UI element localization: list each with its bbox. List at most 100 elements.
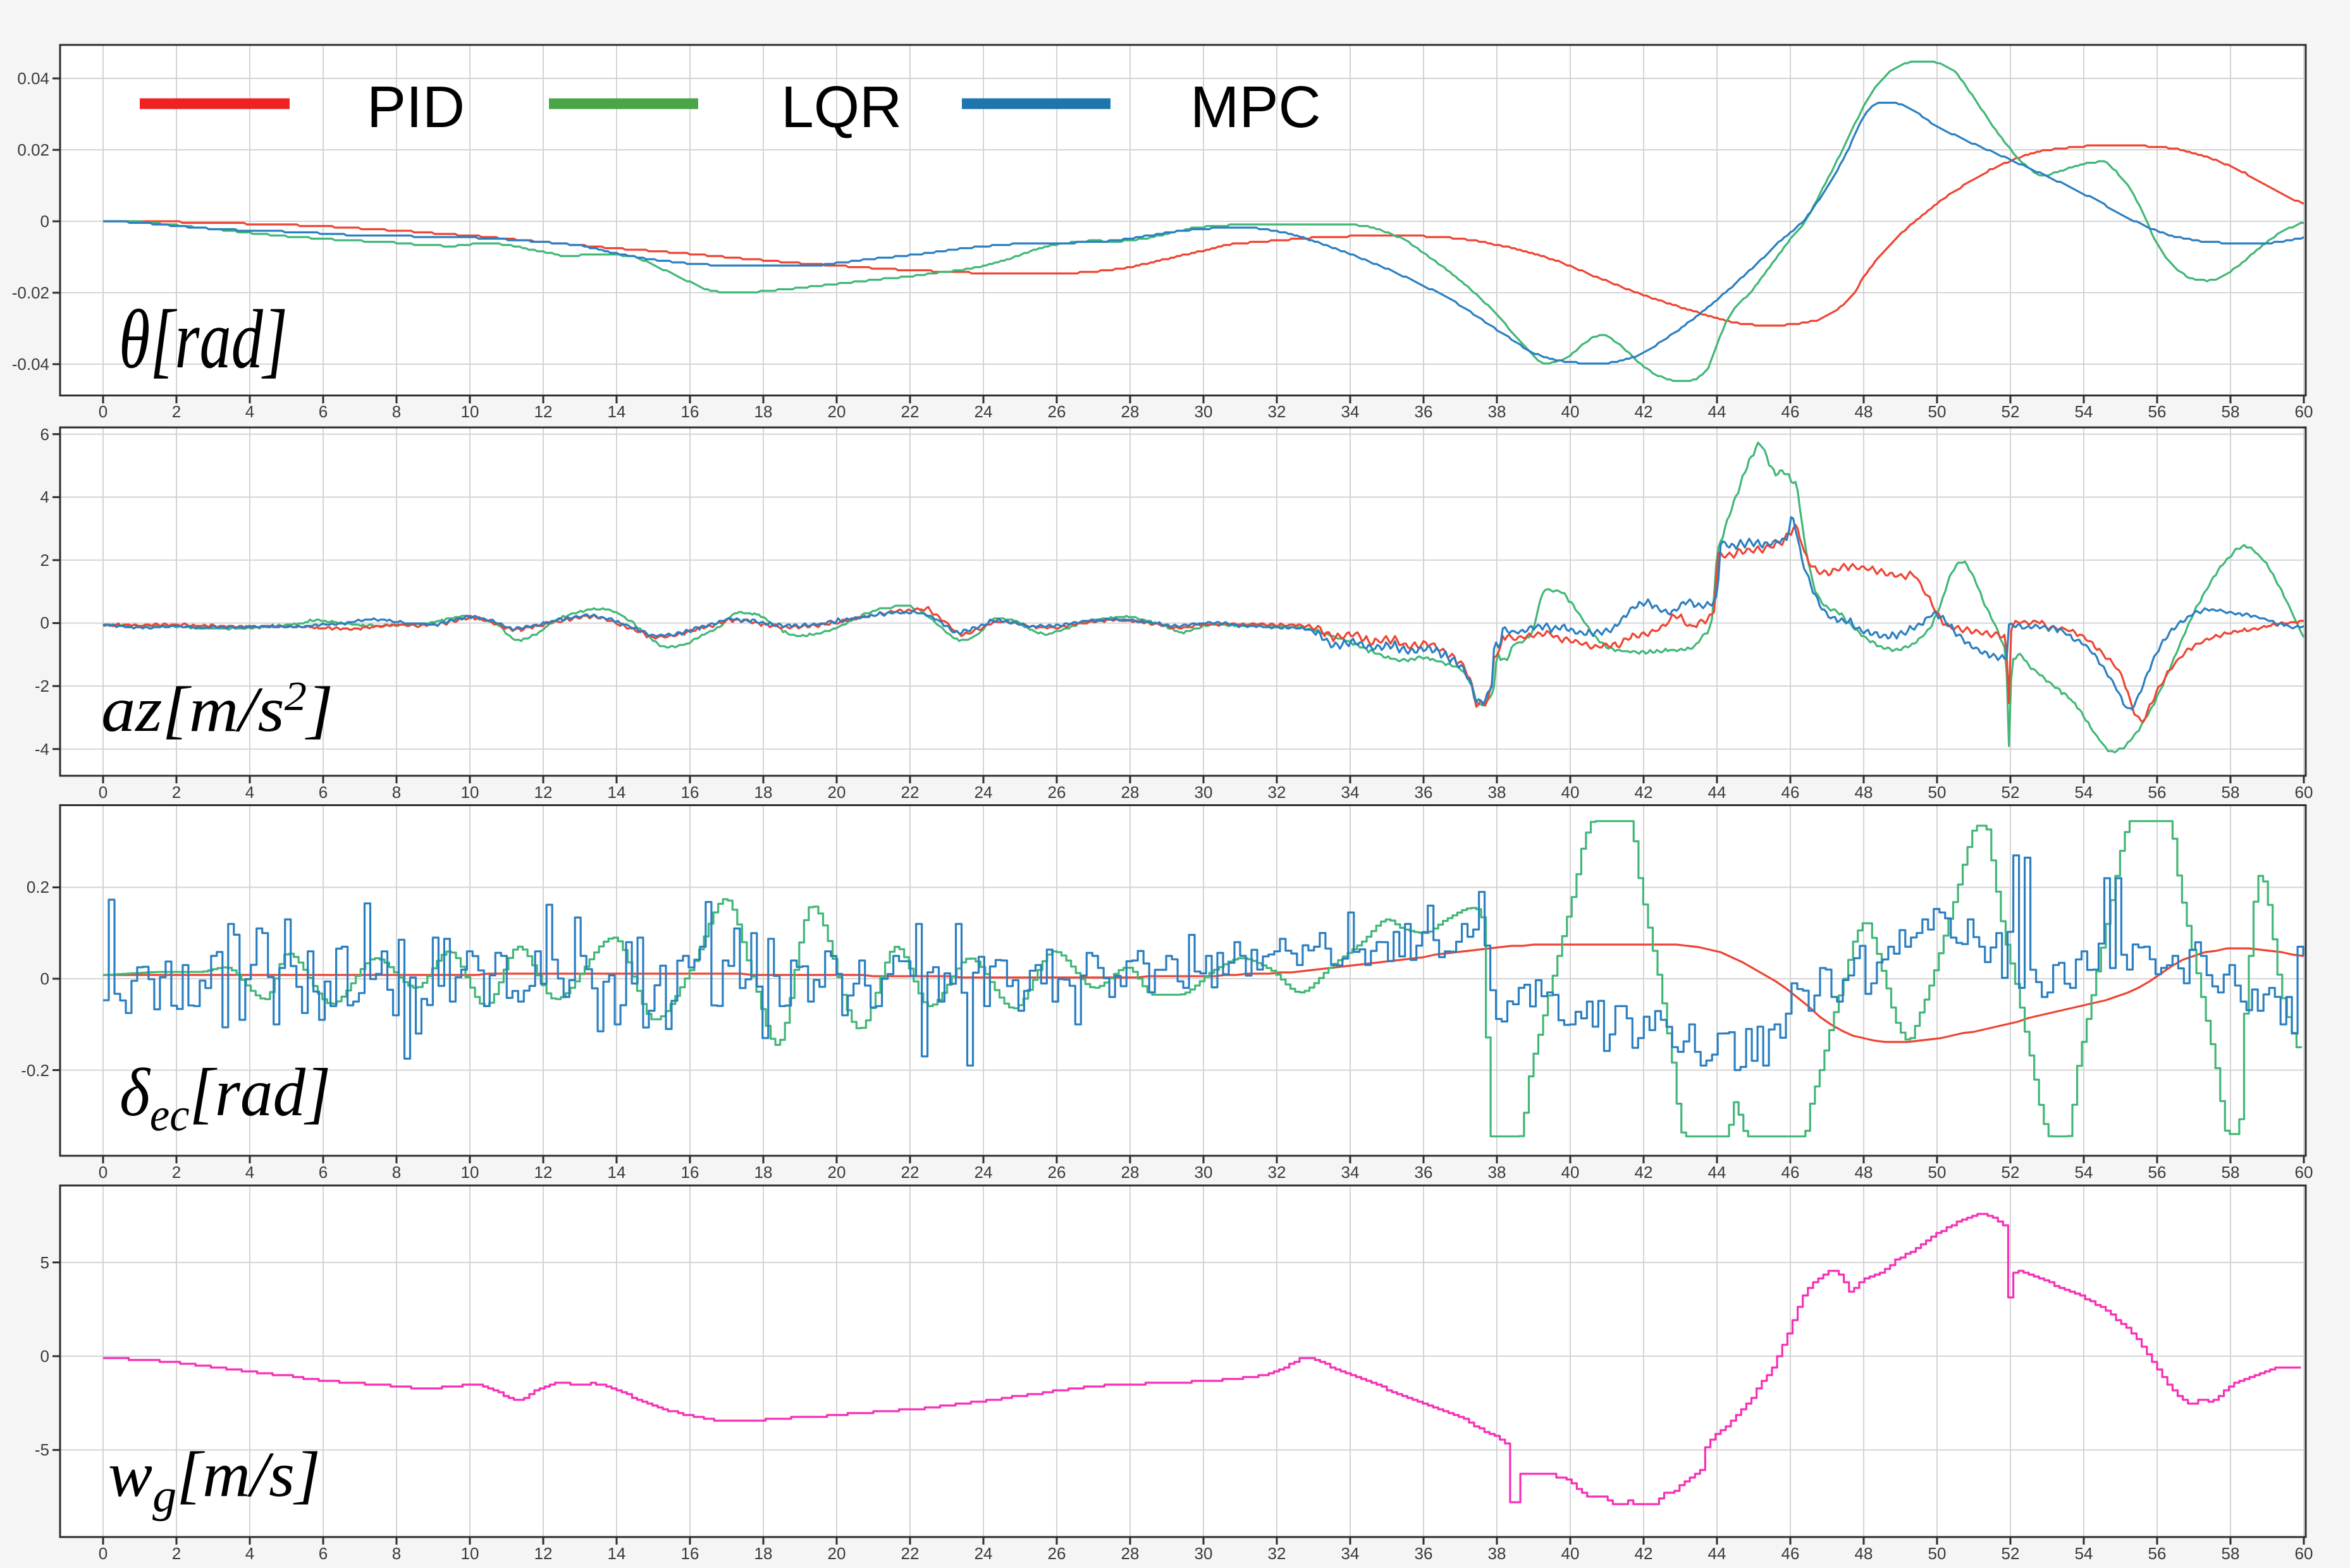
svg-text:8: 8 xyxy=(392,783,401,802)
svg-text:48: 48 xyxy=(1855,1163,1873,1182)
svg-text:6: 6 xyxy=(319,783,328,802)
svg-text:24: 24 xyxy=(975,402,993,421)
svg-text:26: 26 xyxy=(1048,783,1066,802)
svg-text:18: 18 xyxy=(754,402,773,421)
svg-text:32: 32 xyxy=(1268,1163,1286,1182)
svg-text:58: 58 xyxy=(2222,402,2240,421)
svg-text:22: 22 xyxy=(901,1163,920,1182)
svg-text:38: 38 xyxy=(1488,783,1506,802)
svg-text:8: 8 xyxy=(392,402,401,421)
svg-text:28: 28 xyxy=(1121,1163,1140,1182)
svg-text:16: 16 xyxy=(681,783,699,802)
svg-text:4: 4 xyxy=(245,402,254,421)
svg-text:48: 48 xyxy=(1855,783,1873,802)
svg-text:-5: -5 xyxy=(35,1440,49,1459)
svg-text:32: 32 xyxy=(1268,1544,1286,1563)
svg-text:52: 52 xyxy=(2002,783,2020,802)
svg-text:28: 28 xyxy=(1121,783,1140,802)
svg-text:18: 18 xyxy=(754,1544,773,1563)
svg-text:14: 14 xyxy=(608,1163,626,1182)
svg-text:18: 18 xyxy=(754,783,773,802)
svg-text:44: 44 xyxy=(1708,783,1726,802)
svg-text:32: 32 xyxy=(1268,402,1286,421)
svg-text:2: 2 xyxy=(172,783,181,802)
svg-text:28: 28 xyxy=(1121,402,1140,421)
svg-text:0.02: 0.02 xyxy=(17,140,49,159)
svg-text:0: 0 xyxy=(40,969,49,988)
svg-text:58: 58 xyxy=(2222,1544,2240,1563)
svg-text:0: 0 xyxy=(40,212,49,231)
svg-text:46: 46 xyxy=(1781,783,1800,802)
svg-text:26: 26 xyxy=(1048,1544,1066,1563)
svg-text:16: 16 xyxy=(681,402,699,421)
svg-text:0: 0 xyxy=(99,783,108,802)
svg-text:12: 12 xyxy=(534,402,553,421)
svg-text:LQR: LQR xyxy=(781,74,902,140)
svg-text:12: 12 xyxy=(534,783,553,802)
svg-text:28: 28 xyxy=(1121,1544,1140,1563)
svg-text:44: 44 xyxy=(1708,402,1726,421)
svg-text:-0.04: -0.04 xyxy=(12,355,49,374)
svg-text:wg[m/s]: wg[m/s] xyxy=(108,1439,321,1521)
svg-text:50: 50 xyxy=(1928,1544,1947,1563)
svg-text:34: 34 xyxy=(1341,1544,1360,1563)
svg-text:10: 10 xyxy=(461,783,479,802)
svg-text:6: 6 xyxy=(40,425,49,444)
svg-text:60: 60 xyxy=(2295,402,2313,421)
svg-text:44: 44 xyxy=(1708,1163,1726,1182)
svg-text:42: 42 xyxy=(1635,1163,1653,1182)
svg-text:6: 6 xyxy=(319,1163,328,1182)
svg-text:8: 8 xyxy=(392,1544,401,1563)
svg-text:38: 38 xyxy=(1488,402,1506,421)
svg-text:4: 4 xyxy=(245,783,254,802)
svg-text:26: 26 xyxy=(1048,1163,1066,1182)
svg-text:22: 22 xyxy=(901,1544,920,1563)
svg-text:40: 40 xyxy=(1561,1163,1580,1182)
svg-text:56: 56 xyxy=(2148,1544,2167,1563)
svg-text:10: 10 xyxy=(461,402,479,421)
svg-text:20: 20 xyxy=(828,1544,846,1563)
svg-text:16: 16 xyxy=(681,1163,699,1182)
svg-text:46: 46 xyxy=(1781,402,1800,421)
svg-text:MPC: MPC xyxy=(1190,74,1321,140)
svg-text:24: 24 xyxy=(975,783,993,802)
svg-text:20: 20 xyxy=(828,402,846,421)
svg-text:12: 12 xyxy=(534,1544,553,1563)
svg-text:38: 38 xyxy=(1488,1544,1506,1563)
svg-text:56: 56 xyxy=(2148,783,2167,802)
svg-text:20: 20 xyxy=(828,783,846,802)
svg-text:44: 44 xyxy=(1708,1544,1726,1563)
svg-text:14: 14 xyxy=(608,783,626,802)
svg-text:0: 0 xyxy=(40,1347,49,1366)
svg-text:54: 54 xyxy=(2075,1544,2093,1563)
svg-text:34: 34 xyxy=(1341,1163,1360,1182)
svg-text:38: 38 xyxy=(1488,1163,1506,1182)
svg-text:6: 6 xyxy=(319,1544,328,1563)
svg-text:52: 52 xyxy=(2002,402,2020,421)
svg-text:4: 4 xyxy=(245,1163,254,1182)
svg-text:2: 2 xyxy=(172,1163,181,1182)
svg-text:-0.02: -0.02 xyxy=(12,283,49,302)
svg-text:34: 34 xyxy=(1341,402,1360,421)
svg-text:6: 6 xyxy=(319,402,328,421)
svg-text:22: 22 xyxy=(901,783,920,802)
svg-text:36: 36 xyxy=(1415,1163,1433,1182)
svg-text:40: 40 xyxy=(1561,783,1580,802)
svg-text:5: 5 xyxy=(40,1253,49,1272)
svg-text:-4: -4 xyxy=(35,740,49,759)
svg-text:42: 42 xyxy=(1635,402,1653,421)
svg-text:0.2: 0.2 xyxy=(27,878,49,897)
svg-text:54: 54 xyxy=(2075,402,2093,421)
svg-text:42: 42 xyxy=(1635,783,1653,802)
svg-text:40: 40 xyxy=(1561,1544,1580,1563)
svg-text:36: 36 xyxy=(1415,402,1433,421)
svg-text:-0.2: -0.2 xyxy=(21,1061,49,1080)
svg-text:56: 56 xyxy=(2148,1163,2167,1182)
svg-text:30: 30 xyxy=(1195,783,1213,802)
svg-text:26: 26 xyxy=(1048,402,1066,421)
svg-text:12: 12 xyxy=(534,1163,553,1182)
svg-text:34: 34 xyxy=(1341,783,1360,802)
svg-text:14: 14 xyxy=(608,402,626,421)
svg-text:30: 30 xyxy=(1195,402,1213,421)
svg-text:4: 4 xyxy=(245,1544,254,1563)
